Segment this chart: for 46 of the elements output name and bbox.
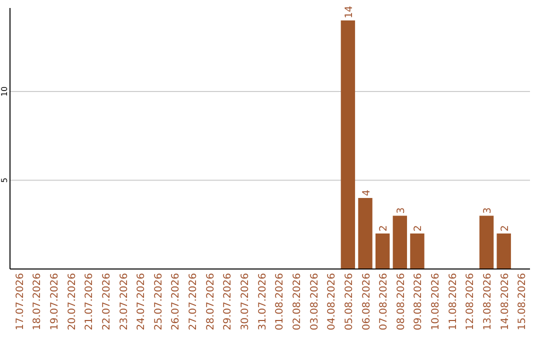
bar bbox=[479, 216, 494, 269]
bar bbox=[496, 233, 511, 269]
data-label: 4 bbox=[361, 190, 372, 196]
data-label: 2 bbox=[413, 225, 424, 232]
x-tick-label: 11.08.2026 bbox=[448, 273, 459, 330]
x-tick-label: 29.07.2026 bbox=[222, 273, 234, 330]
data-label: 14 bbox=[344, 6, 355, 18]
x-tick-label: 22.07.2026 bbox=[101, 273, 112, 330]
x-tick-label: 24.07.2026 bbox=[136, 273, 148, 330]
x-tick-label: 02.08.2026 bbox=[292, 273, 303, 330]
x-tick-label: 28.07.2026 bbox=[205, 273, 216, 330]
data-label: 3 bbox=[482, 207, 494, 214]
x-tick-label: 01.08.2026 bbox=[274, 273, 286, 330]
x-tick-label: 30.07.2026 bbox=[240, 273, 252, 330]
x-tick-label: 03.08.2026 bbox=[309, 273, 320, 330]
x-tick-label: 23.07.2026 bbox=[118, 273, 130, 330]
x-tick-label: 26.07.2026 bbox=[170, 273, 182, 330]
bar bbox=[410, 233, 424, 269]
x-tick-label: 14.08.2026 bbox=[500, 273, 511, 330]
bar bbox=[392, 216, 408, 269]
data-label: 3 bbox=[396, 207, 407, 214]
x-tick-label: 27.07.2026 bbox=[188, 273, 200, 330]
x-tick-label: 13.08.2026 bbox=[482, 273, 494, 330]
x-tick-label: 21.07.2026 bbox=[84, 273, 96, 330]
x-tick-label: 20.07.2026 bbox=[66, 273, 78, 330]
x-tick-label: 09.08.2026 bbox=[413, 273, 424, 330]
x-tick-label: 10.08.2026 bbox=[430, 273, 442, 330]
data-label: 2 bbox=[378, 225, 390, 232]
x-tick-label: 05.08.2026 bbox=[344, 273, 355, 330]
x-tick-label: 08.08.2026 bbox=[396, 273, 407, 330]
y-tick-label: 10 bbox=[0, 86, 9, 97]
bar bbox=[358, 198, 372, 269]
x-tick-label: 25.07.2026 bbox=[153, 273, 164, 330]
data-label: 2 bbox=[500, 225, 511, 232]
x-tick-label: 06.08.2026 bbox=[361, 273, 372, 330]
bar bbox=[340, 20, 356, 269]
x-tick-label: 17.07.2026 bbox=[14, 273, 26, 330]
x-tick-label: 18.07.2026 bbox=[32, 273, 44, 330]
x-tick-label: 19.07.2026 bbox=[49, 273, 60, 330]
bar bbox=[375, 233, 390, 269]
y-tick-label: 5 bbox=[0, 178, 9, 183]
x-tick-label: 15.08.2026 bbox=[517, 273, 528, 330]
x-tick-label: 12.08.2026 bbox=[465, 273, 476, 330]
x-tick-label: 07.08.2026 bbox=[378, 273, 390, 330]
x-tick-label: 31.07.2026 bbox=[257, 273, 268, 330]
x-tick-label: 04.08.2026 bbox=[326, 273, 338, 330]
